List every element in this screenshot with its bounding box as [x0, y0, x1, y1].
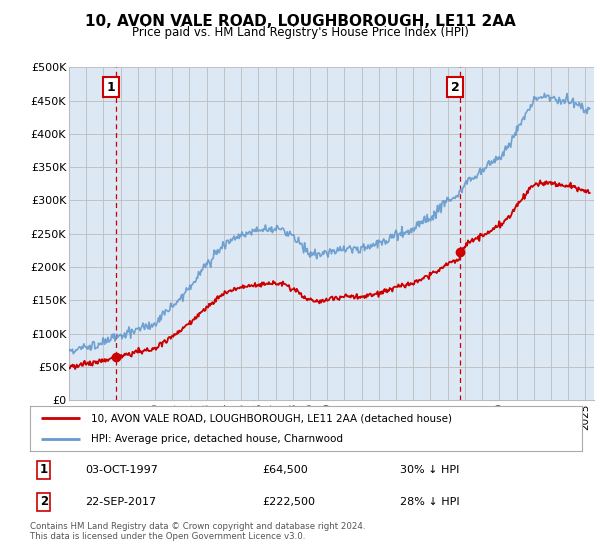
Text: Contains HM Land Registry data © Crown copyright and database right 2024.
This d: Contains HM Land Registry data © Crown c… [30, 522, 365, 542]
Text: 2: 2 [40, 496, 48, 508]
Text: 22-SEP-2017: 22-SEP-2017 [85, 497, 157, 507]
Text: HPI: Average price, detached house, Charnwood: HPI: Average price, detached house, Char… [91, 433, 343, 444]
Text: £64,500: £64,500 [262, 465, 308, 475]
Text: 28% ↓ HPI: 28% ↓ HPI [400, 497, 460, 507]
Text: 10, AVON VALE ROAD, LOUGHBOROUGH, LE11 2AA (detached house): 10, AVON VALE ROAD, LOUGHBOROUGH, LE11 2… [91, 413, 452, 423]
Text: 10, AVON VALE ROAD, LOUGHBOROUGH, LE11 2AA: 10, AVON VALE ROAD, LOUGHBOROUGH, LE11 2… [85, 14, 515, 29]
Text: 03-OCT-1997: 03-OCT-1997 [85, 465, 158, 475]
Text: 1: 1 [40, 463, 48, 476]
Text: £222,500: £222,500 [262, 497, 315, 507]
Text: 2: 2 [451, 81, 459, 94]
Text: Price paid vs. HM Land Registry's House Price Index (HPI): Price paid vs. HM Land Registry's House … [131, 26, 469, 39]
Text: 30% ↓ HPI: 30% ↓ HPI [400, 465, 459, 475]
Text: 1: 1 [107, 81, 116, 94]
